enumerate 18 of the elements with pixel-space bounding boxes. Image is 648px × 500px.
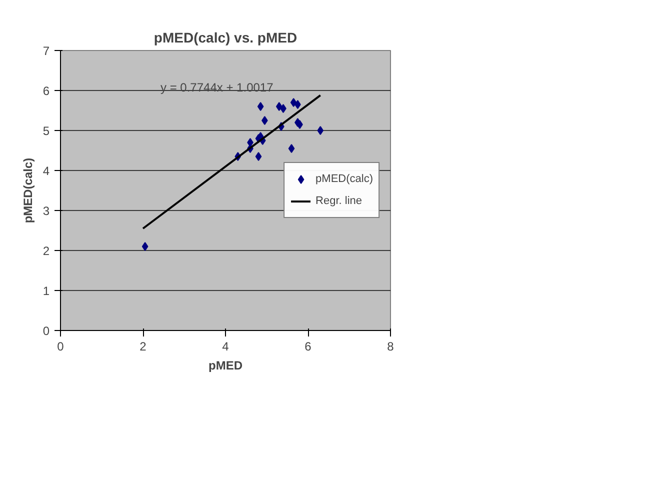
y-tick-label: 1 [42,284,50,298]
y-tick-label: 0 [42,324,50,338]
x-tick-label: 6 [304,340,312,354]
x-tick-label: 4 [222,340,230,354]
y-tick-label: 4 [42,164,50,178]
y-tick-label: 2 [42,244,50,258]
x-tick-label: 8 [387,340,394,354]
y-tick-label: 7 [42,44,50,58]
chart-title: pMED(calc) vs. pMED [154,30,298,46]
x-axis-title: pMED [208,358,243,372]
y-tick-label: 5 [42,124,50,138]
x-tick-label: 0 [57,340,64,354]
y-axis-title: pMED(calc) [20,158,35,224]
y-tick-label: 6 [42,84,50,98]
legend-label: pMED(calc) [316,173,373,185]
x-tick-label: 2 [140,340,147,354]
y-tick-label: 3 [42,204,50,218]
legend-label: Regr. line [316,195,362,207]
